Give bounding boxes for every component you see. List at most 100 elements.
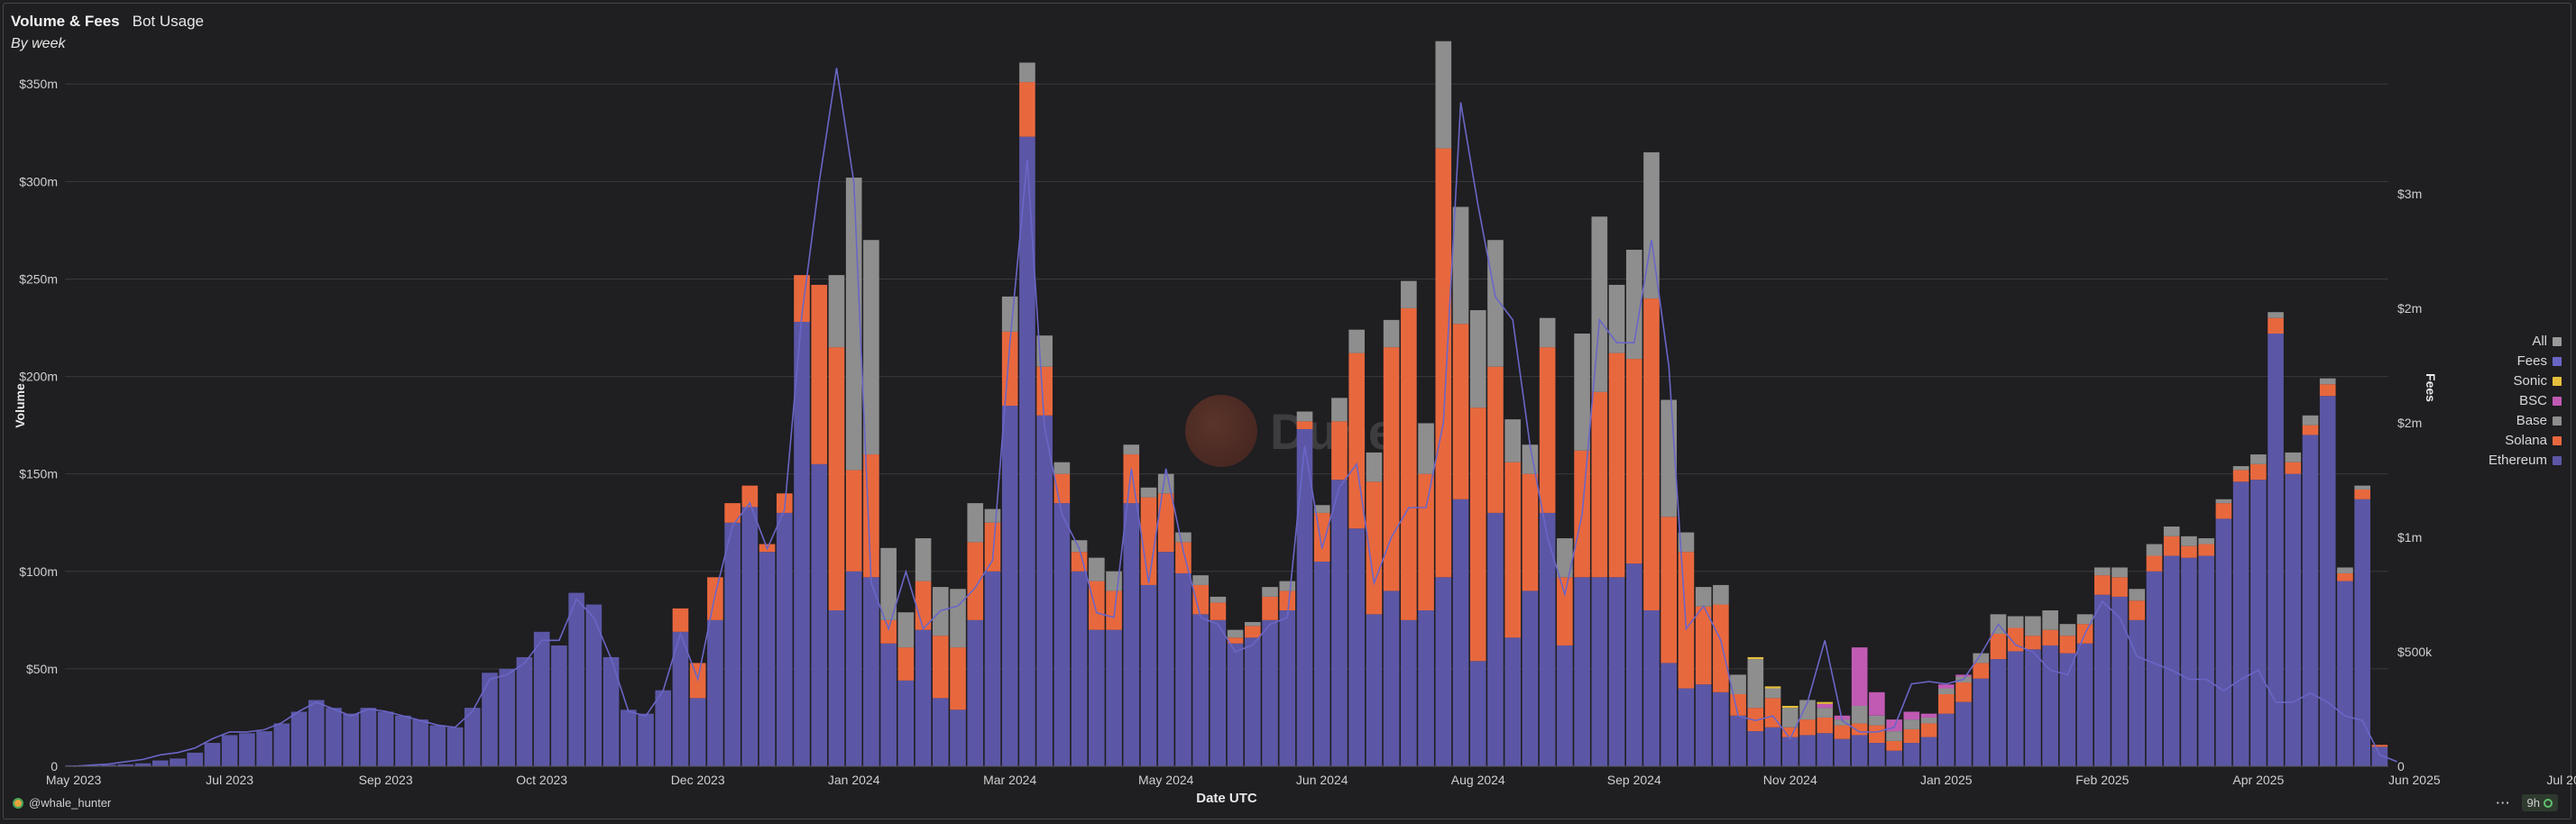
bar-ethereum xyxy=(2250,480,2267,766)
bar-base xyxy=(1157,473,1174,494)
bar-solana xyxy=(1920,723,1937,737)
bar-ethereum xyxy=(1886,750,1902,766)
bar-ethereum xyxy=(464,708,481,766)
bar-base xyxy=(897,612,915,648)
bar-ethereum xyxy=(2093,594,2111,766)
bar-base xyxy=(2198,538,2214,545)
bar-ethereum xyxy=(1643,610,1660,766)
bar-ethereum xyxy=(1920,737,1937,766)
bar-solana xyxy=(1504,462,1522,638)
bar-base xyxy=(2268,312,2284,318)
bar-solana xyxy=(1608,352,1625,578)
bar-ethereum xyxy=(134,763,152,766)
bar-solana xyxy=(1262,596,1278,620)
bar-ethereum xyxy=(1747,731,1764,766)
y2-axis-label: Fees xyxy=(2424,373,2438,402)
bar-ethereum xyxy=(932,698,949,766)
bar-solana xyxy=(2319,384,2336,397)
bar-ethereum xyxy=(1157,552,1174,766)
legend-item-sonic[interactable]: Sonic xyxy=(2489,371,2562,391)
bar-ethereum xyxy=(499,668,516,766)
bar-solana xyxy=(1643,298,1660,611)
bar-solana xyxy=(2198,544,2214,556)
bar-solana xyxy=(1781,727,1799,737)
bar-base xyxy=(1452,206,1469,325)
more-options-icon[interactable]: ··· xyxy=(2496,796,2511,810)
bar-solana xyxy=(1140,497,1157,585)
bar-bsc xyxy=(1920,713,1937,718)
bar-solana xyxy=(1695,606,1712,685)
bar-base xyxy=(915,538,932,581)
bar-ethereum xyxy=(2354,499,2370,766)
chart-frame xyxy=(3,3,2571,819)
bar-ethereum xyxy=(724,522,741,766)
bar-base xyxy=(2285,452,2302,462)
bar-ethereum xyxy=(2198,555,2214,766)
bar-base xyxy=(863,240,879,455)
bar-solana xyxy=(2232,470,2249,482)
x-tick-label: Dec 2023 xyxy=(671,773,725,787)
bar-base xyxy=(1348,329,1365,353)
bar-solana xyxy=(1245,626,1261,638)
tab-bot-usage[interactable]: Bot Usage xyxy=(132,13,205,30)
bar-solana xyxy=(1071,552,1088,572)
refresh-status-badge[interactable]: 9h xyxy=(2521,794,2558,811)
bar-base xyxy=(2007,616,2024,628)
bar-ethereum xyxy=(1001,406,1018,766)
bar-ethereum xyxy=(1869,743,1885,766)
bar-ethereum xyxy=(326,708,342,766)
bar-ethereum xyxy=(1366,614,1383,766)
author-credit[interactable]: @whale_hunter xyxy=(13,796,111,810)
bar-ethereum xyxy=(2007,651,2024,766)
bar-ethereum xyxy=(1522,591,1539,766)
bar-ethereum xyxy=(377,711,394,766)
bar-solana xyxy=(1296,421,1313,429)
bar-ethereum xyxy=(256,731,272,766)
bar-base xyxy=(1089,557,1105,581)
bar-solana xyxy=(1713,604,1729,692)
x-tick-label: Feb 2025 xyxy=(2075,773,2129,787)
chart-title: Volume & Fees xyxy=(11,13,120,30)
bar-ethereum xyxy=(2319,396,2336,766)
legend-swatch xyxy=(2553,436,2562,445)
legend-swatch xyxy=(2553,377,2562,386)
chart-header: Volume & Fees Bot Usage By week xyxy=(11,13,204,52)
bar-base xyxy=(880,547,897,620)
legend-item-bsc[interactable]: BSC xyxy=(2489,391,2562,411)
bar-base xyxy=(1747,659,1764,709)
bar-base xyxy=(950,589,966,648)
legend-item-ethereum[interactable]: Ethereum xyxy=(2489,451,2562,471)
x-tick-label: Sep 2024 xyxy=(1607,773,1661,787)
bar-base xyxy=(1799,700,1816,720)
bar-ethereum xyxy=(1245,637,1261,766)
bar-base xyxy=(1834,719,1851,726)
x-tick-label: Mar 2024 xyxy=(983,773,1036,787)
bar-base xyxy=(1245,622,1261,627)
bar-base xyxy=(2337,567,2353,573)
legend-item-fees[interactable]: Fees xyxy=(2489,352,2562,371)
bar-solana xyxy=(1157,493,1174,553)
x-tick-label: Nov 2024 xyxy=(1763,773,1817,787)
bar-sonic xyxy=(1747,656,1764,660)
bar-ethereum xyxy=(1903,743,1920,766)
legend-item-solana[interactable]: Solana xyxy=(2489,431,2562,451)
legend-swatch xyxy=(2553,456,2562,465)
bar-solana xyxy=(845,470,862,572)
bar-base xyxy=(1366,452,1383,482)
bar-solana xyxy=(967,542,984,620)
x-tick-label: Aug 2024 xyxy=(1451,773,1505,787)
legend-item-base[interactable]: Base xyxy=(2489,411,2562,431)
bar-base xyxy=(2093,567,2111,576)
bar-ethereum xyxy=(2025,649,2041,766)
bar-ethereum xyxy=(1625,563,1642,766)
bar-base xyxy=(1296,411,1313,422)
fees-line xyxy=(73,68,2397,767)
y-tick-label: $200m xyxy=(19,370,58,384)
bar-solana xyxy=(672,608,689,632)
legend-item-all[interactable]: All xyxy=(2489,332,2562,352)
x-tick-label: Jun 2024 xyxy=(1296,773,1348,787)
bar-ethereum xyxy=(689,698,706,766)
bar-bsc xyxy=(1903,711,1920,720)
bar-ethereum xyxy=(2215,518,2232,766)
